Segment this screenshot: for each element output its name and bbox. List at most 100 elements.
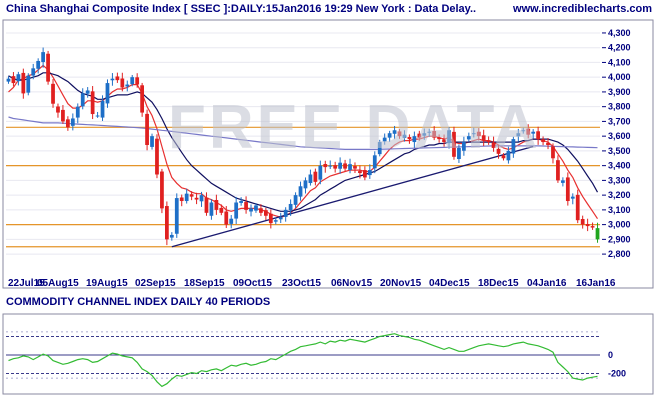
candle-body: [174, 198, 179, 234]
watermark-text: FREE DATA: [168, 93, 541, 162]
candle-body: [457, 147, 461, 160]
candle-body: [298, 186, 303, 197]
candle-body: [249, 208, 253, 212]
candle-body: [16, 74, 21, 82]
price-tick-label: 3,200: [608, 190, 631, 200]
candle-body: [293, 195, 298, 205]
candle-body: [164, 206, 169, 240]
cci-panel-border: [2, 313, 654, 395]
candle-body: [447, 130, 451, 144]
date-tick-label: 18Dec15: [478, 278, 519, 289]
candle-body: [95, 115, 100, 117]
candle-body: [135, 77, 140, 85]
candle-body: [308, 174, 313, 184]
candle-body: [348, 164, 352, 170]
cci-line: [8, 333, 598, 388]
candle-body: [318, 165, 323, 180]
candle-body: [412, 136, 417, 143]
cci-tick-label: 0: [608, 350, 613, 360]
date-tick-label: 16Jan16: [576, 278, 616, 289]
price-tick-label: 3,500: [608, 146, 631, 156]
candle-body: [422, 133, 427, 136]
cci-tick-label: -200: [608, 369, 626, 379]
candle-body: [224, 211, 229, 225]
price-tick-label: 3,600: [608, 131, 631, 141]
candle-body: [70, 118, 75, 126]
candle-body: [526, 128, 531, 135]
candle-body: [382, 137, 387, 142]
price-tick-label: 3,400: [608, 161, 631, 171]
candle-body: [595, 228, 600, 240]
date-tick-label: 04Jan16: [527, 278, 567, 289]
date-tick-label: 05Aug15: [37, 278, 79, 289]
candle-body: [263, 210, 268, 216]
candle-body: [160, 171, 164, 209]
candle-body: [254, 205, 258, 211]
cci-title: COMMODITY CHANNEL INDEX DAILY 40 PERIODS: [6, 296, 271, 308]
candle-body: [150, 136, 154, 147]
candle-body: [570, 196, 575, 199]
price-tick-label: 3,100: [608, 205, 631, 215]
candle-body: [427, 131, 432, 133]
candle-body: [358, 171, 362, 174]
candle-body: [437, 137, 442, 140]
candle-body: [204, 197, 209, 213]
candle-body: [65, 119, 70, 128]
price-tick-label: 2,900: [608, 234, 631, 244]
candle-body: [56, 106, 60, 113]
date-tick-label: 22Jul15: [8, 278, 45, 289]
candle-body: [184, 193, 189, 202]
price-tick-label: 4,000: [608, 72, 631, 82]
candle-body: [516, 133, 521, 137]
candle-body: [100, 100, 105, 118]
candle-body: [140, 85, 145, 113]
candle-body: [85, 90, 90, 94]
candle-body: [476, 131, 481, 137]
candle-body: [239, 201, 244, 203]
candle-body: [560, 180, 565, 183]
candle-body: [461, 142, 466, 151]
candle-body: [481, 135, 486, 141]
candle-body: [402, 134, 407, 138]
candle-body: [362, 170, 367, 178]
candle-body: [234, 202, 239, 219]
candle-body: [80, 93, 85, 107]
candle-body: [417, 133, 422, 138]
candle-body: [46, 53, 50, 82]
date-tick-label: 23Oct15: [282, 278, 321, 289]
candle-body: [155, 138, 159, 175]
price-tick-label: 3,700: [608, 116, 631, 126]
candle-body: [471, 133, 476, 135]
candle-body: [259, 208, 263, 213]
candle-body: [506, 150, 511, 161]
candle-body: [145, 113, 149, 145]
price-tick-label: 3,000: [608, 220, 631, 230]
candle-body: [36, 60, 41, 69]
candle-body: [491, 142, 496, 148]
candle-body: [125, 84, 130, 87]
candle-body: [501, 155, 506, 159]
candle-body: [199, 195, 204, 202]
candle-body: [189, 194, 194, 197]
site-link[interactable]: www.incrediblecharts.com: [513, 3, 652, 15]
candle-body: [338, 162, 343, 169]
trendline: [171, 145, 534, 248]
candle-body: [120, 78, 125, 88]
candle-body: [214, 199, 219, 210]
candle-body: [536, 131, 541, 140]
candle-body: [541, 139, 545, 143]
candle-body: [397, 131, 402, 137]
candle-body: [61, 109, 65, 122]
candle-body: [278, 217, 283, 220]
candle-body: [466, 136, 471, 140]
date-tick-label: 20Nov15: [380, 278, 422, 289]
candle-body: [273, 220, 278, 222]
candle-body: [392, 130, 397, 134]
candle-body: [511, 139, 516, 154]
date-tick-label: 19Aug15: [86, 278, 128, 289]
candle-body: [580, 219, 585, 225]
candle-body: [244, 202, 248, 210]
candle-body: [6, 78, 11, 82]
candle-body: [105, 83, 110, 104]
